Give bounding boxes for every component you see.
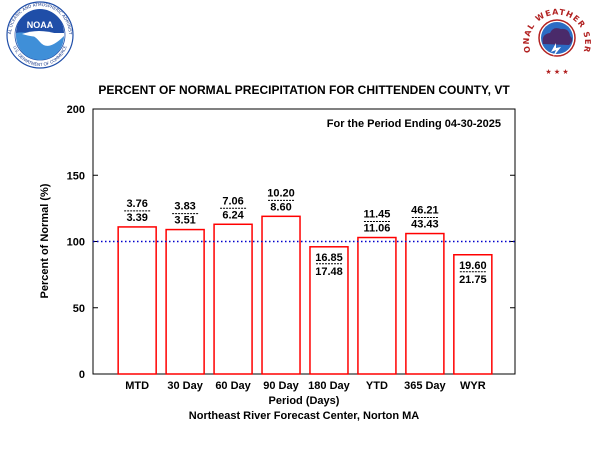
observed-label: 3.83 [174,201,195,213]
normal-label: 17.48 [315,266,343,278]
chart-footer: Northeast River Forecast Center, Norton … [189,410,419,422]
nws-logo: NATIONAL WEATHER SERVICE ★ ★ ★ [0,0,592,76]
observed-label: 46.21 [411,205,439,217]
x-tick-label: 90 Day [263,380,299,392]
normal-label: 8.60 [270,201,291,213]
x-tick-label: 30 Day [167,380,203,392]
normal-label: 43.43 [411,219,439,231]
noaa-logo: NOAA NATIONAL OCEANIC AND ATMOSPHERIC AD… [0,0,74,69]
x-axis: MTD 30 Day 60 Day 90 Day 180 Day YTD 365 Day WY… [125,380,485,392]
y-tick-label: 50 [73,303,85,315]
chart-title: PERCENT OF NORMAL PRECIPITATION FOR CHIT… [98,83,510,97]
bar [165,228,205,375]
y-axis: 0 50 100 150 200 [67,104,515,381]
x-tick-label: 365 Day [404,380,446,392]
bar [117,226,157,375]
noaa-wave [16,32,64,60]
bar [309,246,349,375]
normal-label: 3.39 [126,212,147,224]
nws-lightning [551,43,561,57]
observed-label: 16.85 [315,252,343,264]
observed-label: 7.06 [222,195,243,207]
nws-stars: ★ ★ ★ [545,68,568,76]
x-tick-label: 60 Day [215,380,251,392]
bar [357,236,397,375]
y-tick-label: 0 [79,369,85,381]
x-axis-label: Period (Days) [269,395,340,407]
y-tick-label: 100 [67,237,85,249]
y-axis-label: Percent of Normal (%) [39,183,51,298]
y-tick-label: 200 [67,104,85,116]
x-tick-label: MTD [125,380,149,392]
noaa-sky [16,9,64,33]
y-tick-label: 150 [67,170,85,182]
nws-cloud [542,28,573,45]
bar [261,215,301,375]
bar-series: 3.76 3.39 3.83 3.51 7.06 6.24 10.20 8.60 16.85 17… [117,187,493,375]
chart-subtitle: For the Period Ending 04-30-2025 [327,118,501,130]
normal-label: 21.75 [459,274,487,286]
observed-label: 19.60 [459,260,487,272]
bar [405,232,445,375]
nws-ring-text: NATIONAL WEATHER SERVICE [0,0,591,54]
normal-label: 6.24 [222,209,244,221]
x-tick-label: WYR [460,380,486,392]
x-tick-label: YTD [366,380,388,392]
observed-label: 10.20 [267,187,295,199]
normal-label: 3.51 [174,215,195,227]
observed-label: 3.76 [126,198,147,210]
normal-label: 11.06 [363,223,390,235]
svg-text:NATIONAL WEATHER SERVICE: NATIONAL WEATHER SERVICE [0,0,592,54]
x-tick-label: 180 Day [308,380,350,392]
bar [453,254,493,375]
observed-label: 11.45 [363,209,390,221]
noaa-badge-text: NOAA [27,20,54,30]
noaa-bird [22,31,58,37]
bar [213,223,253,375]
